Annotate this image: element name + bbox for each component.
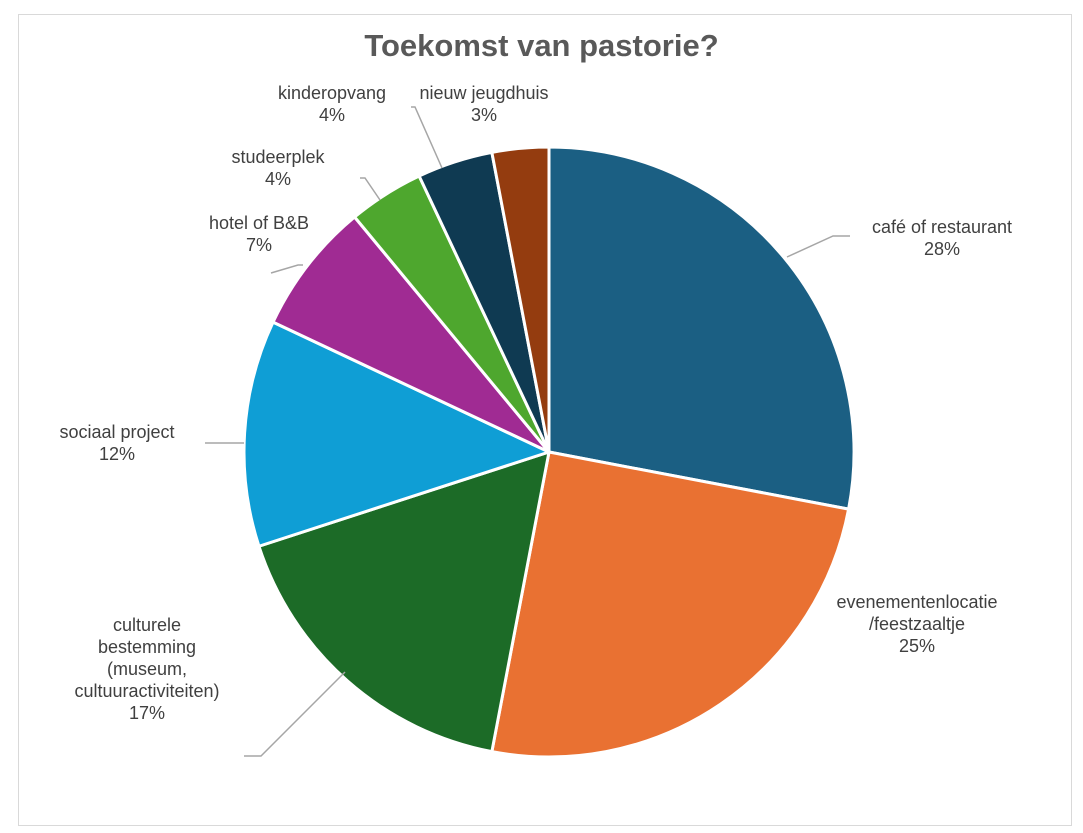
- pie-slice: [547, 145, 856, 511]
- leader-line: [270, 264, 303, 274]
- pie-slice: [490, 450, 851, 759]
- pie-slice: [242, 320, 551, 548]
- chart-title: Toekomst van pastorie?: [364, 28, 719, 63]
- pie-slice: [490, 145, 551, 454]
- leader-line: [786, 235, 850, 258]
- data-label: kinderopvang 4%: [278, 83, 386, 125]
- data-label: sociaal project 12%: [59, 422, 174, 464]
- data-label: evenementenlocatie/feestzaaltje 25%: [836, 592, 997, 656]
- pie-slice: [257, 450, 551, 754]
- data-label: café of restaurant 28%: [872, 217, 1012, 259]
- pie-slice: [271, 215, 551, 454]
- data-label: culturele bestemming (museum, cultuuractivi…: [74, 615, 219, 723]
- leader-line: [411, 106, 443, 169]
- data-label: nieuw jeugdhuis 3%: [419, 83, 548, 125]
- data-label: hotel of B&B 7%: [209, 213, 309, 255]
- data-label: studeerplek 4%: [231, 147, 325, 189]
- leader-line: [360, 177, 381, 201]
- leader-line: [244, 671, 346, 757]
